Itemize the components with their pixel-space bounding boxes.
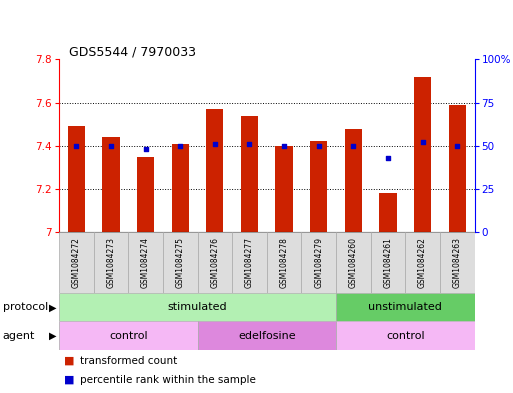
- Bar: [414, 77, 431, 232]
- Bar: [68, 127, 85, 232]
- FancyBboxPatch shape: [59, 321, 198, 350]
- Point: [349, 143, 358, 149]
- Text: GSM1084261: GSM1084261: [383, 237, 392, 288]
- FancyBboxPatch shape: [59, 232, 93, 293]
- Text: GSM1084260: GSM1084260: [349, 237, 358, 288]
- Text: ▶: ▶: [49, 302, 56, 312]
- FancyBboxPatch shape: [128, 232, 163, 293]
- Text: agent: agent: [3, 331, 35, 341]
- Text: GSM1084263: GSM1084263: [452, 237, 462, 288]
- FancyBboxPatch shape: [405, 232, 440, 293]
- FancyBboxPatch shape: [336, 293, 475, 321]
- Text: GSM1084262: GSM1084262: [418, 237, 427, 288]
- Text: GSM1084273: GSM1084273: [106, 237, 115, 288]
- Bar: [137, 157, 154, 232]
- FancyBboxPatch shape: [267, 232, 301, 293]
- Text: protocol: protocol: [3, 302, 48, 312]
- FancyBboxPatch shape: [232, 232, 267, 293]
- Text: GSM1084277: GSM1084277: [245, 237, 254, 288]
- Text: GSM1084274: GSM1084274: [141, 237, 150, 288]
- Text: control: control: [386, 331, 425, 341]
- FancyBboxPatch shape: [440, 232, 475, 293]
- Text: ▶: ▶: [49, 331, 56, 341]
- Point: [280, 143, 288, 149]
- FancyBboxPatch shape: [163, 232, 198, 293]
- Text: unstimulated: unstimulated: [368, 302, 442, 312]
- Text: GSM1084279: GSM1084279: [314, 237, 323, 288]
- Text: transformed count: transformed count: [80, 356, 177, 366]
- Text: GSM1084272: GSM1084272: [72, 237, 81, 288]
- FancyBboxPatch shape: [198, 321, 336, 350]
- FancyBboxPatch shape: [336, 232, 370, 293]
- Bar: [171, 144, 189, 232]
- Text: GSM1084276: GSM1084276: [210, 237, 220, 288]
- Bar: [241, 116, 258, 232]
- Point: [314, 143, 323, 149]
- FancyBboxPatch shape: [336, 321, 475, 350]
- Point: [384, 155, 392, 161]
- Text: percentile rank within the sample: percentile rank within the sample: [80, 375, 255, 385]
- Point: [453, 143, 461, 149]
- FancyBboxPatch shape: [301, 232, 336, 293]
- Bar: [448, 105, 466, 232]
- Bar: [345, 129, 362, 232]
- Bar: [102, 137, 120, 232]
- Text: ■: ■: [64, 375, 74, 385]
- Bar: [275, 146, 293, 232]
- Point: [176, 143, 184, 149]
- Point: [419, 139, 427, 145]
- Text: control: control: [109, 331, 148, 341]
- Text: GSM1084278: GSM1084278: [280, 237, 289, 288]
- Bar: [379, 193, 397, 232]
- Text: ■: ■: [64, 356, 74, 366]
- Text: GSM1084275: GSM1084275: [175, 237, 185, 288]
- Point: [211, 141, 219, 147]
- Point: [72, 143, 81, 149]
- FancyBboxPatch shape: [198, 232, 232, 293]
- Point: [107, 143, 115, 149]
- Point: [245, 141, 253, 147]
- Text: GDS5544 / 7970033: GDS5544 / 7970033: [69, 46, 196, 59]
- Text: edelfosine: edelfosine: [238, 331, 295, 341]
- FancyBboxPatch shape: [93, 232, 128, 293]
- Bar: [206, 109, 224, 232]
- Bar: [310, 141, 327, 232]
- FancyBboxPatch shape: [59, 293, 336, 321]
- Point: [142, 146, 150, 152]
- FancyBboxPatch shape: [370, 232, 405, 293]
- Text: stimulated: stimulated: [168, 302, 227, 312]
